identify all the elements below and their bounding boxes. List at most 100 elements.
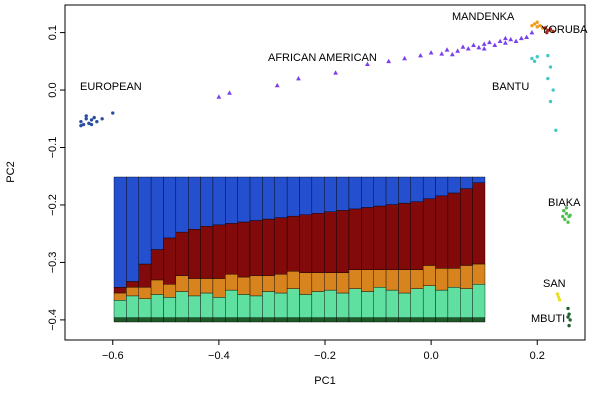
point [274, 82, 280, 88]
bar-segment [460, 188, 473, 266]
point [530, 23, 534, 28]
point [465, 46, 471, 51]
x-tick-label: 0.0 [423, 350, 438, 362]
point [532, 59, 537, 64]
bar-segment [324, 317, 337, 323]
bar-segment [274, 176, 288, 218]
point [554, 128, 558, 132]
point [518, 35, 524, 41]
point [497, 38, 503, 44]
bar-segment [398, 317, 411, 323]
bar-segment [311, 291, 325, 318]
bar-segment [138, 298, 152, 318]
bar-segment [311, 213, 325, 273]
bar-segment [422, 285, 436, 318]
point [548, 65, 553, 69]
bar-segment [200, 278, 214, 294]
bar-segment [336, 317, 350, 323]
bar-segment [336, 292, 350, 318]
point [418, 52, 423, 58]
bar-segment [249, 295, 263, 318]
point [492, 42, 498, 48]
point [561, 214, 565, 219]
bar-segment [460, 317, 473, 323]
bar-segment [336, 176, 350, 211]
bar-segment [187, 317, 201, 323]
bar-segment [398, 202, 411, 271]
point [538, 23, 542, 28]
bar-segment [212, 297, 226, 318]
bar-segment [361, 291, 374, 318]
point [545, 30, 549, 35]
point [548, 27, 553, 31]
bar-segment [225, 317, 238, 323]
point [487, 39, 492, 45]
bar-segment [237, 276, 251, 295]
bar-segment [138, 287, 152, 300]
bar-segment [163, 317, 177, 323]
bar-segment [324, 289, 337, 318]
point [568, 318, 572, 322]
bar-segment [422, 198, 436, 266]
bar-segment [422, 317, 436, 323]
point [566, 220, 570, 224]
bar-segment [225, 176, 238, 224]
bar-segment [299, 272, 313, 295]
bar-segment [460, 288, 473, 318]
bar-segment [472, 182, 486, 265]
bar-segment [212, 176, 226, 226]
point [557, 298, 562, 302]
point [546, 53, 550, 58]
bar-segment [373, 317, 387, 323]
bar-segment [311, 317, 325, 323]
point [296, 75, 301, 81]
bar-segment [126, 287, 139, 297]
bar-segment [175, 317, 189, 323]
bar-segment [113, 292, 127, 301]
bar-segment [200, 226, 214, 279]
bar-segment [200, 317, 214, 323]
point [543, 26, 547, 30]
bar-segment [422, 265, 436, 286]
bar-segment [472, 317, 486, 323]
bar-segment [113, 287, 127, 294]
bar-segment [274, 292, 288, 318]
group-label: SAN [543, 278, 566, 290]
bar-segment [435, 268, 449, 291]
bar-segment [187, 228, 201, 279]
group-label: BANTU [492, 81, 529, 93]
bar-segment [435, 289, 449, 318]
bar-segment [460, 176, 473, 189]
bar-segment [150, 294, 164, 318]
group-label: MBUTI [531, 313, 565, 325]
point [530, 56, 534, 61]
point [471, 42, 476, 48]
bar-segment [150, 317, 164, 323]
point [556, 295, 561, 299]
bar-segment [200, 292, 214, 318]
bar-segment [163, 284, 177, 298]
bar-segment [398, 176, 411, 204]
bar-segment [336, 210, 350, 273]
point [428, 50, 434, 55]
bar-segment [299, 176, 313, 215]
bar-segment [286, 176, 300, 217]
bar-segment [249, 275, 263, 297]
bar-segment [348, 317, 362, 323]
point [460, 44, 466, 49]
x-tick-label: −0.4 [208, 350, 230, 362]
bar-segment [150, 176, 164, 250]
group-label: AFRICAN AMERICAN [268, 52, 377, 64]
bar-segment [410, 201, 424, 270]
point [567, 312, 571, 316]
group-label: BIAKA [548, 197, 581, 209]
bar-segment [249, 317, 263, 323]
bar-segment [385, 317, 399, 323]
bar-segment [348, 176, 362, 210]
point [89, 118, 94, 122]
point [566, 306, 570, 311]
bar-segment [163, 176, 177, 239]
bar-segment [348, 208, 362, 270]
bar-segment [262, 176, 275, 220]
y-tick-label: 0.0 [47, 82, 59, 97]
